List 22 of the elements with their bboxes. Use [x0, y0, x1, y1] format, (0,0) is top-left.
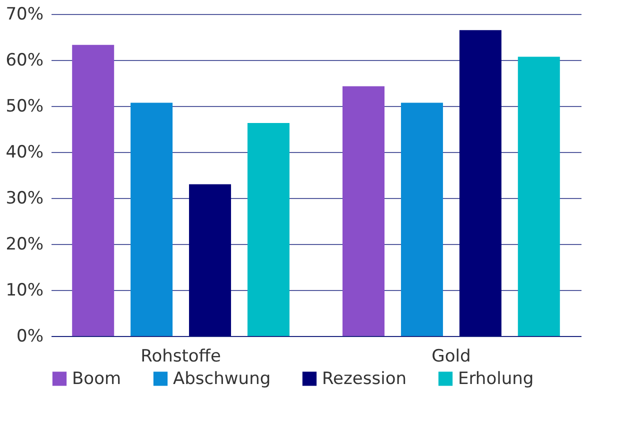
x-tick-label: Rohstoffe [140, 346, 221, 366]
legend-label: Abschwung [173, 368, 271, 389]
y-tick-label: 60% [6, 50, 44, 70]
y-tick-label: 10% [6, 280, 44, 300]
y-tick-label: 40% [6, 142, 44, 162]
legend-label: Erholung [458, 368, 534, 389]
y-tick-label: 30% [6, 188, 44, 208]
bar [459, 30, 502, 336]
bar [130, 102, 173, 336]
bar [189, 184, 232, 336]
y-tick-label: 70% [6, 4, 44, 24]
y-tick-label: 0% [16, 326, 44, 346]
bar [342, 86, 385, 336]
bar [247, 123, 290, 336]
y-tick-label: 20% [6, 234, 44, 254]
bar [400, 102, 443, 336]
bar [72, 44, 114, 336]
legend-label: Rezession [322, 368, 407, 389]
bar [518, 56, 560, 336]
y-tick-label: 50% [6, 96, 44, 116]
legend-label: Boom [72, 368, 122, 389]
x-tick-label: Gold [432, 346, 471, 366]
